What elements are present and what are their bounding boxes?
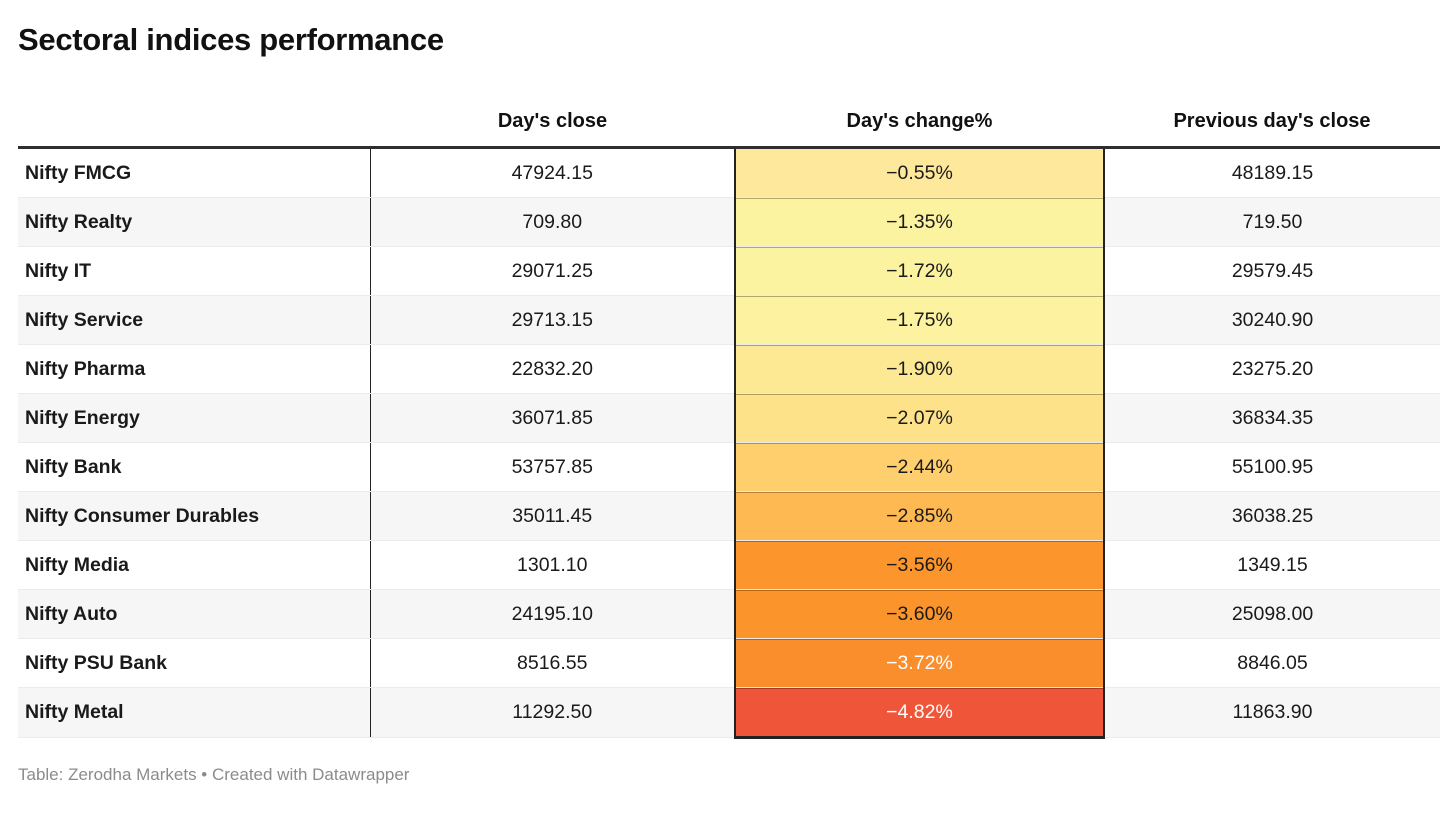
prev-close-cell: 55100.95 [1104,442,1440,492]
table-row: Nifty Bank 53757.85 −2.44% 55100.95 [18,442,1440,492]
attribution-footer: Table: Zerodha Markets • Created with Da… [18,765,410,784]
days-close-cell: 36071.85 [370,393,735,443]
days-change-cell: −0.55% [734,147,1105,198]
days-close-cell: 1301.10 [370,540,735,590]
column-header-days-change: Day's change% [735,110,1104,149]
days-close-cell: 11292.50 [370,687,735,738]
days-close-cell: 24195.10 [370,589,735,639]
days-close-cell: 47924.15 [370,147,735,198]
prev-close-cell: 29579.45 [1104,246,1440,296]
prev-close-cell: 48189.15 [1104,147,1440,198]
page: Sectoral indices performance Day's close… [18,22,1440,784]
table-row: Nifty PSU Bank 8516.55 −3.72% 8846.05 [18,638,1440,688]
column-header-index-name [18,110,370,149]
table-row: Nifty FMCG 47924.15 −0.55% 48189.15 [18,147,1440,198]
days-change-cell: −2.07% [734,393,1105,443]
days-change-cell: −2.44% [734,442,1105,492]
row-label-cell: Nifty Auto [18,589,371,639]
days-change-cell: −3.56% [734,540,1105,590]
table-row: Nifty Pharma 22832.20 −1.90% 23275.20 [18,344,1440,394]
days-change-cell: −1.75% [734,295,1105,345]
days-close-cell: 29071.25 [370,246,735,296]
table-row: Nifty Service 29713.15 −1.75% 30240.90 [18,295,1440,345]
column-header-previous-days-close: Previous day's close [1104,110,1440,149]
days-change-cell: −1.35% [734,197,1105,247]
row-label-cell: Nifty Energy [18,393,371,443]
page-title: Sectoral indices performance [18,22,444,57]
prev-close-cell: 719.50 [1104,197,1440,247]
column-header-days-close: Day's close [370,110,735,149]
prev-close-cell: 11863.90 [1104,687,1440,738]
table-row: Nifty Energy 36071.85 −2.07% 36834.35 [18,393,1440,443]
row-label-cell: Nifty Metal [18,687,371,738]
days-change-cell: −1.72% [734,246,1105,296]
days-change-cell: −2.85% [734,491,1105,541]
table-row: Nifty Auto 24195.10 −3.60% 25098.00 [18,589,1440,639]
row-label-cell: Nifty Consumer Durables [18,491,371,541]
prev-close-cell: 23275.20 [1104,344,1440,394]
row-label-cell: Nifty Service [18,295,371,345]
days-close-cell: 8516.55 [370,638,735,688]
table-row: Nifty IT 29071.25 −1.72% 29579.45 [18,246,1440,296]
days-close-cell: 35011.45 [370,491,735,541]
table-header: Day's close Day's change% Previous day's… [18,110,1440,149]
row-label-cell: Nifty Bank [18,442,371,492]
table-body: Nifty FMCG 47924.15 −0.55% 48189.15 Nift… [18,147,1440,739]
row-label-cell: Nifty Realty [18,197,371,247]
days-close-cell: 29713.15 [370,295,735,345]
days-close-cell: 22832.20 [370,344,735,394]
prev-close-cell: 36038.25 [1104,491,1440,541]
table-row: Nifty Consumer Durables 35011.45 −2.85% … [18,491,1440,541]
row-label-cell: Nifty FMCG [18,147,371,198]
table-row: Nifty Realty 709.80 −1.35% 719.50 [18,197,1440,247]
table-row: Nifty Media 1301.10 −3.56% 1349.15 [18,540,1440,590]
days-change-cell: −4.82% [734,687,1105,739]
days-change-cell: −3.60% [734,589,1105,639]
prev-close-cell: 30240.90 [1104,295,1440,345]
row-label-cell: Nifty IT [18,246,371,296]
sectoral-indices-table: Day's close Day's change% Previous day's… [18,110,1440,739]
table-row: Nifty Metal 11292.50 −4.82% 11863.90 [18,687,1440,739]
days-close-cell: 709.80 [370,197,735,247]
prev-close-cell: 25098.00 [1104,589,1440,639]
row-label-cell: Nifty PSU Bank [18,638,371,688]
prev-close-cell: 8846.05 [1104,638,1440,688]
row-label-cell: Nifty Pharma [18,344,371,394]
row-label-cell: Nifty Media [18,540,371,590]
prev-close-cell: 36834.35 [1104,393,1440,443]
days-close-cell: 53757.85 [370,442,735,492]
prev-close-cell: 1349.15 [1104,540,1440,590]
days-change-cell: −1.90% [734,344,1105,394]
days-change-cell: −3.72% [734,638,1105,688]
